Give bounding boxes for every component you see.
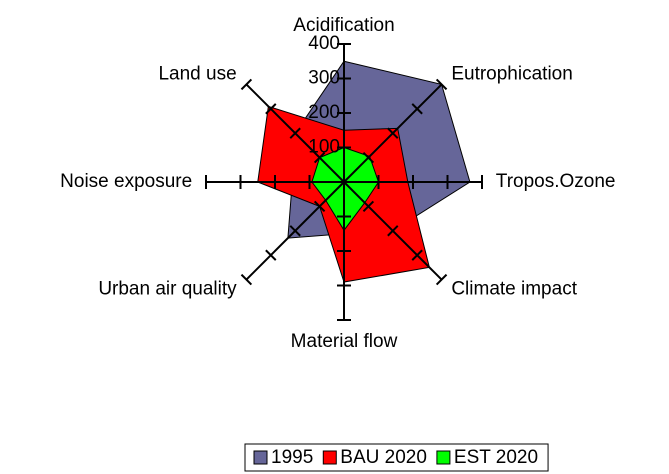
category-label: Material flow: [291, 331, 398, 352]
tick-mark: [313, 151, 326, 164]
tick-mark: [435, 78, 448, 91]
tick-mark: [240, 78, 253, 91]
category-label: Noise exposure: [60, 171, 192, 192]
tick-mark: [387, 127, 399, 139]
tick-label: 200: [308, 102, 340, 123]
legend: 1995 BAU 2020 EST 2020: [244, 443, 549, 472]
tick-label: 400: [308, 33, 340, 54]
tick-label: 100: [308, 137, 340, 158]
tick-label: 300: [308, 68, 340, 89]
tick-mark: [313, 200, 326, 213]
category-label: Urban air quality: [98, 278, 237, 299]
tick-mark: [387, 225, 399, 237]
category-label: Eutrophication: [451, 64, 572, 85]
legend-swatch: [322, 450, 337, 465]
tick-mark: [265, 249, 277, 261]
tick-mark: [265, 103, 277, 115]
legend-label: BAU 2020: [340, 447, 427, 468]
legend-box: [244, 443, 549, 472]
tick-mark: [362, 151, 375, 164]
tick-mark: [362, 200, 375, 213]
tick-mark: [435, 273, 448, 286]
tick-mark: [411, 249, 423, 261]
category-label: Land use: [158, 64, 236, 85]
tick-mark: [289, 225, 301, 237]
category-label: Climate impact: [451, 278, 577, 299]
tick-mark: [240, 273, 253, 286]
tick-mark: [411, 103, 423, 115]
tick-mark: [289, 127, 301, 139]
legend-label: 1995: [271, 447, 313, 468]
category-label: Acidification: [293, 15, 394, 36]
legend-label: EST 2020: [454, 447, 538, 468]
legend-swatch: [436, 450, 451, 465]
legend-swatch: [253, 450, 268, 465]
category-label: Tropos.Ozone: [496, 171, 616, 192]
